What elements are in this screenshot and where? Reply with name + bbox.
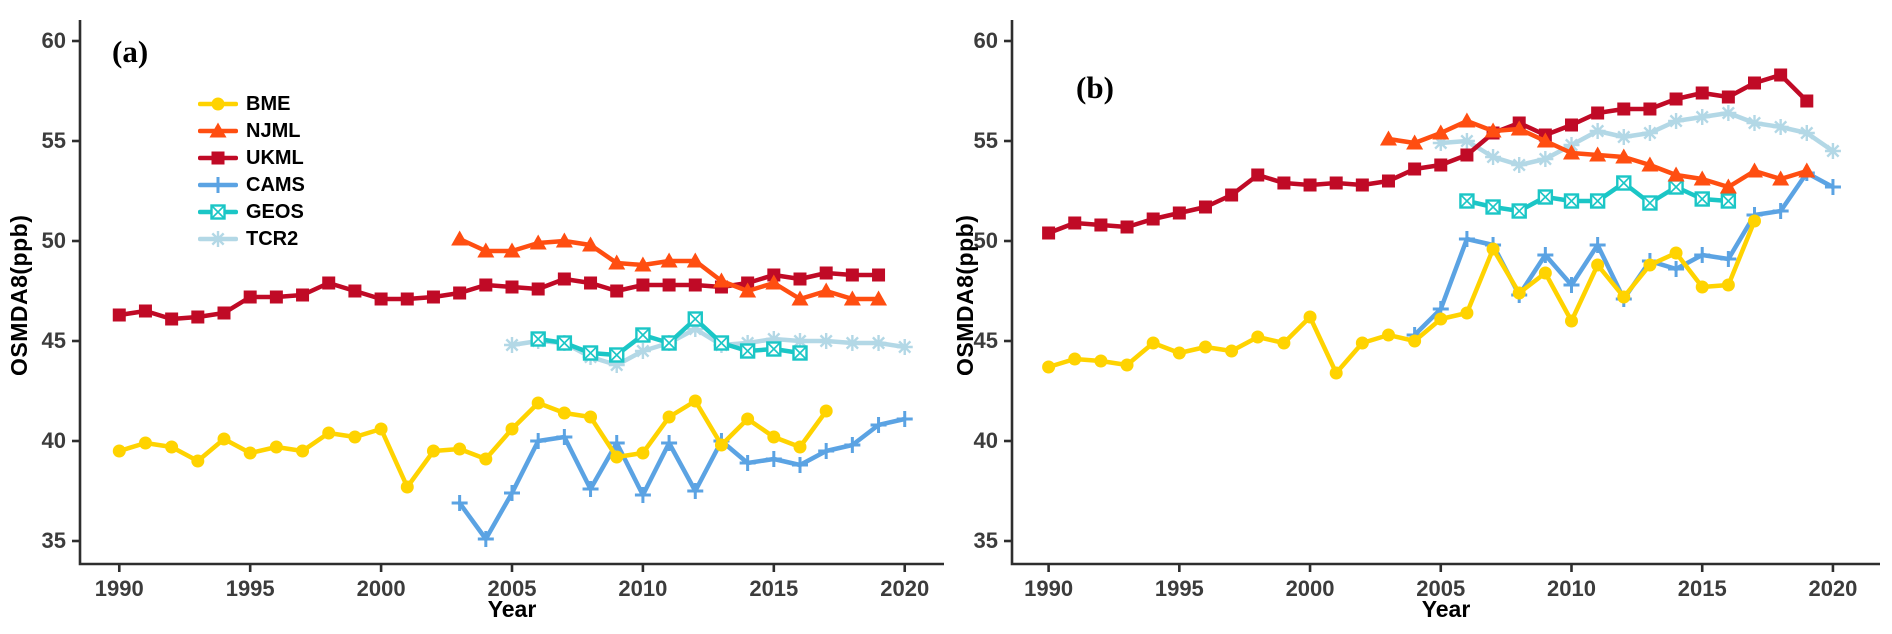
panel-b-y-axis-title: OSMDA8(ppb) (952, 214, 978, 376)
x-tick-label: 2010 (618, 576, 667, 601)
square-marker (197, 148, 239, 168)
x-tick-label: 1990 (1024, 576, 1073, 601)
legend-label: BME (246, 92, 291, 115)
x-tick-label: 2010 (1547, 576, 1596, 601)
legend-label: NJML (246, 119, 301, 142)
panel-a: 35 40 45 50 55 60 1990 1995 2000 2005 2010 2015 2020… (6, 20, 944, 622)
panel-b-plot: 35 40 45 50 55 60 1990 1995 2000 2005 2010 2015 2020 (974, 20, 1880, 601)
y-tick-label: 40 (974, 428, 998, 453)
panel-b: 35 40 45 50 55 60 1990 1995 2000 2005 2010 2015 2020… (946, 0, 1892, 634)
y-tick-label: 55 (42, 128, 66, 153)
series-GEOS (530, 311, 808, 363)
plus-marker (197, 175, 239, 195)
x-tick-label: 2020 (1808, 576, 1857, 601)
series-UKML (112, 266, 886, 326)
y-tick-label: 60 (42, 28, 66, 53)
panel-a-plot: 35 40 45 50 55 60 1990 1995 2000 2005 2010 2015 2020 (42, 20, 944, 601)
series-NJML (1379, 112, 1816, 194)
y-tick-label: 45 (42, 328, 66, 353)
panel-b-tag: (b) (1076, 70, 1114, 105)
y-tick-label: 50 (42, 228, 66, 253)
x-tick-label: 2000 (1286, 576, 1335, 601)
crossed-square-marker (197, 202, 239, 222)
y-tick-label: 45 (974, 328, 998, 353)
x-tick-label: 1995 (226, 576, 275, 601)
x-tick-label: 2005 (1416, 576, 1465, 601)
legend-label: TCR2 (246, 227, 299, 250)
x-tick-label: 2015 (1678, 576, 1727, 601)
panel-a-tag: (a) (112, 34, 149, 69)
y-tick-label: 50 (974, 228, 998, 253)
legend-item-cams: CAMS (197, 171, 305, 198)
legend-label: GEOS (246, 200, 304, 223)
x-tick-label: 1990 (95, 576, 144, 601)
series-GEOS (1459, 175, 1737, 219)
axes: 35 40 45 50 55 60 1990 1995 2000 2005 2010 2015 2020 (42, 20, 944, 601)
legend-item-njml: NJML (197, 117, 305, 144)
y-tick-label: 55 (974, 128, 998, 153)
legend-label: CAMS (246, 173, 305, 196)
series-NJML (451, 230, 888, 306)
y-tick-label: 60 (974, 28, 998, 53)
legend-item-tcr2: TCR2 (197, 225, 305, 252)
series-BME (1042, 214, 1762, 380)
legend-label: UKML (246, 146, 304, 169)
triangle-marker (197, 121, 239, 141)
legend-item-geos: GEOS (197, 198, 305, 225)
asterisk-marker (197, 229, 239, 249)
axes: 35 40 45 50 55 60 1990 1995 2000 2005 2010 2015 2020 (974, 20, 1880, 601)
panel-a-x-axis-title: Year (487, 596, 537, 622)
series-UKML (1042, 68, 1814, 240)
legend-item-ukml: UKML (197, 144, 305, 171)
x-tick-label: 2000 (357, 576, 406, 601)
series-CAMS (451, 411, 913, 547)
y-tick-label: 40 (42, 428, 66, 453)
x-tick-label: 2005 (488, 576, 537, 601)
panel-b-x-axis-title: Year (1421, 596, 1471, 622)
x-tick-label: 2020 (880, 576, 929, 601)
series-BME (112, 394, 833, 494)
x-tick-label: 2015 (749, 576, 798, 601)
legend: BME NJML UKML CAMS GEOS TCR2 (197, 90, 305, 252)
legend-item-bme: BME (197, 90, 305, 117)
circle-marker (197, 94, 239, 114)
y-tick-label: 35 (974, 528, 998, 553)
panel-a-y-axis-title: OSMDA8(ppb) (6, 214, 32, 376)
x-tick-label: 1995 (1155, 576, 1204, 601)
y-tick-label: 35 (42, 528, 66, 553)
